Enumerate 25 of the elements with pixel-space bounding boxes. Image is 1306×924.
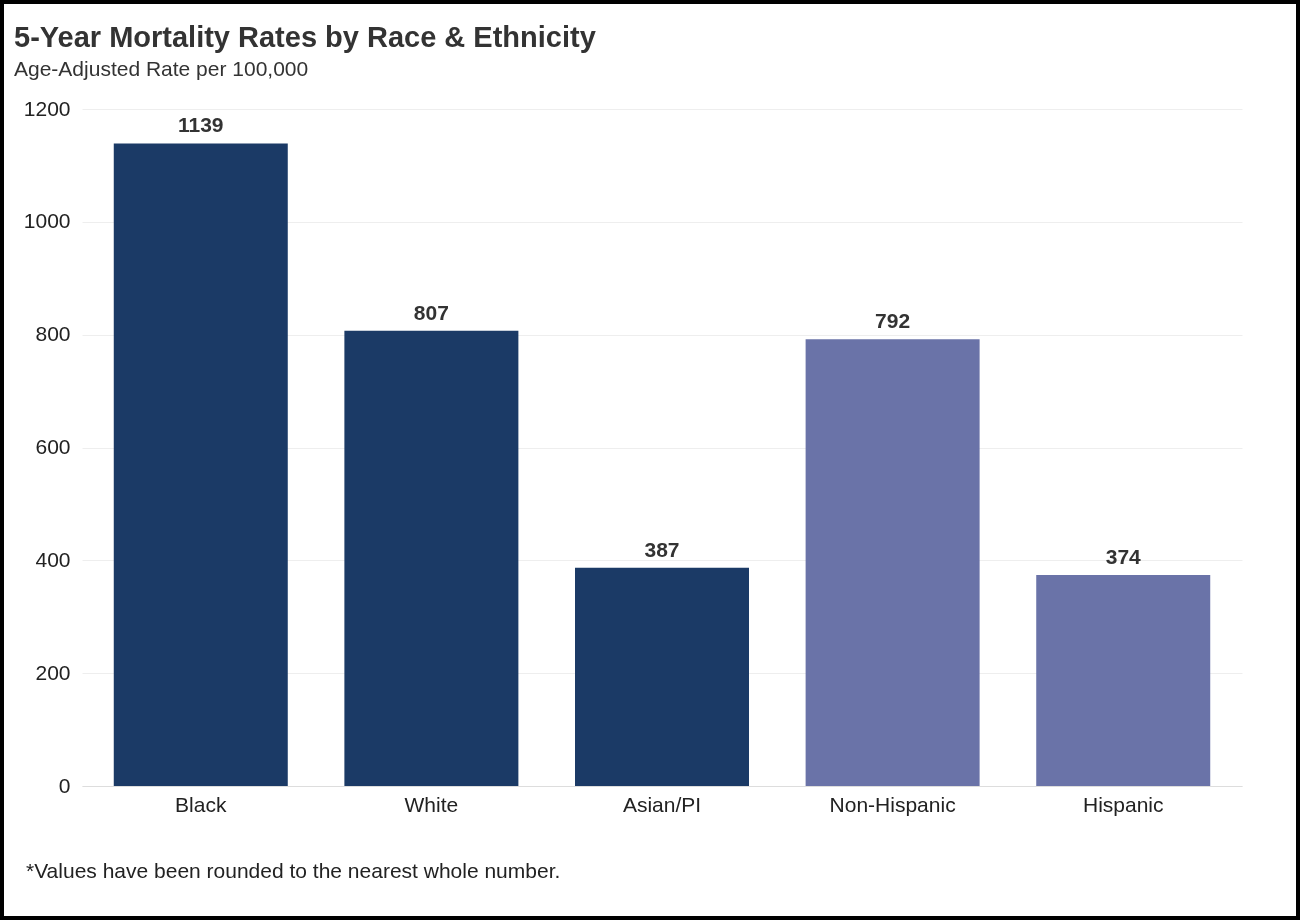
y-tick-label: 400 <box>35 547 71 571</box>
y-tick-label: 1200 <box>23 96 71 120</box>
chart-title: 5-Year Mortality Rates by Race & Ethnicity <box>14 21 596 53</box>
data-label: 792 <box>875 309 911 333</box>
x-tick-label: Asian/PI <box>622 792 702 816</box>
x-tick-label: Black <box>175 792 227 816</box>
bar <box>575 567 749 786</box>
x-tick-label: Non-Hispanic <box>829 792 956 816</box>
x-tick-label: Hispanic <box>1082 792 1164 816</box>
bar <box>1036 575 1211 786</box>
data-label: 807 <box>413 300 449 324</box>
data-label: 374 <box>1105 545 1142 568</box>
data-label: 1139 <box>177 113 224 137</box>
y-tick-label: 1000 <box>23 209 71 233</box>
chart-subtitle: Age-Adjusted Rate per 100,000 <box>14 57 309 80</box>
bar <box>344 330 519 786</box>
y-tick-label: 800 <box>35 322 71 346</box>
data-label: 387 <box>644 537 680 561</box>
y-tick-label: 600 <box>35 435 71 458</box>
text: *Values have been rounded to the nearest whole number. <box>26 859 561 883</box>
y-tick-label: 0 <box>58 773 71 797</box>
bar <box>113 143 288 786</box>
x-tick-label: White <box>404 792 459 816</box>
y-tick-label: 200 <box>35 660 71 684</box>
bar <box>805 339 980 786</box>
